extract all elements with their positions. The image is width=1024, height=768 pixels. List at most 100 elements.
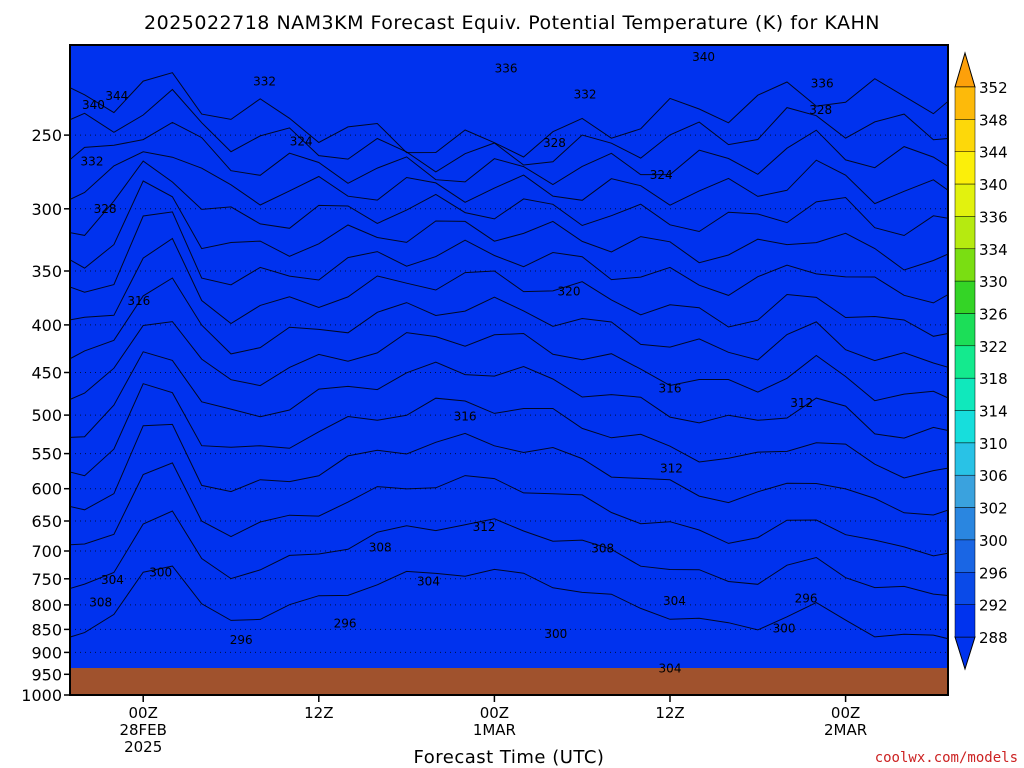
contour-line [70, 321, 948, 402]
contour-label: 336 [811, 77, 834, 91]
contour-label: 296 [795, 591, 818, 605]
x-tick-label: 00Z [129, 704, 158, 722]
colorbar-tick-label: 300 [979, 532, 1008, 550]
contour-line [70, 121, 948, 186]
contour-label: 312 [790, 396, 813, 410]
colorbar-tick-label: 334 [979, 241, 1008, 259]
contour-line [70, 383, 948, 479]
y-tick-label: 1000 [21, 686, 62, 705]
x-axis-label: Forecast Time (UTC) [414, 747, 605, 768]
y-axis: 250 300 350 400 450 500 550 600 650 700 750 800 850 9… [21, 126, 70, 705]
contour-label: 312 [660, 462, 683, 476]
x-tick-label: 2MAR [824, 721, 867, 739]
colorbar-tick-label: 292 [979, 597, 1008, 615]
colorbar-segment [954, 86, 976, 120]
colorbar-segment [954, 474, 976, 508]
contour-line [70, 510, 948, 597]
colorbar-segment [954, 216, 976, 250]
contour-label: 296 [334, 617, 357, 631]
colorbar-tick-label: 318 [979, 370, 1008, 388]
y-tick-label: 250 [31, 126, 62, 145]
contour-label: 316 [127, 294, 150, 308]
y-tick-label: 500 [31, 406, 62, 425]
y-tick-label: 850 [31, 620, 62, 639]
contour-label: 344 [105, 89, 128, 103]
colorbar-extend-bottom [954, 636, 976, 671]
contour-label: 304 [659, 662, 682, 676]
contour-line [70, 351, 948, 439]
colorbar-tick-label: 348 [979, 111, 1008, 129]
contour-label: 332 [574, 87, 597, 101]
contour-label: 320 [558, 284, 581, 298]
colorbar-tick-label: 302 [979, 500, 1008, 518]
contour-label: 296 [230, 633, 253, 647]
contour-label: 316 [659, 381, 682, 395]
x-tick-label: 1MAR [473, 721, 516, 739]
plot-frame [69, 44, 949, 696]
colorbar-segment [954, 313, 976, 347]
y-tick-label: 800 [31, 596, 62, 615]
colorbar-tick-label: 322 [979, 338, 1008, 356]
contour-label: 316 [454, 410, 477, 424]
contour-label: 324 [650, 168, 673, 182]
colorbar-segment [954, 119, 976, 153]
y-tick-label: 400 [31, 316, 62, 335]
colorbar-tick-label: 288 [979, 629, 1008, 647]
y-tick-label: 750 [31, 570, 62, 589]
contour-line [70, 72, 948, 158]
contour-label: 308 [369, 541, 392, 555]
colorbar-segment [954, 572, 976, 605]
x-tick-label: 00Z [480, 704, 509, 722]
x-tick-label: 28FEB [119, 721, 166, 739]
x-tick-label: 12Z [304, 704, 333, 722]
contour-label: 304 [417, 575, 440, 589]
colorbar-tick-label: 340 [979, 176, 1008, 194]
colorbar: 352 348 344 340 336 334 330 326 322 318 314 310 306 3… [954, 51, 1008, 671]
x-tick-label: 2025 [124, 738, 162, 756]
contour-line [70, 462, 948, 557]
colorbar-tick-label: 344 [979, 144, 1008, 162]
y-tick-label: 550 [31, 445, 62, 464]
contour-line [70, 160, 948, 237]
contour-label: 308 [591, 542, 614, 556]
contour-label: 300 [149, 565, 172, 579]
ground-surface [70, 668, 948, 695]
colorbar-tick-label: 326 [979, 306, 1008, 324]
contour-label: 304 [101, 573, 124, 587]
contour-label: 328 [94, 202, 117, 216]
contour-line [70, 277, 948, 368]
contour-label: 332 [253, 75, 276, 89]
colorbar-tick-label: 306 [979, 467, 1008, 485]
contour-label: 308 [89, 595, 112, 609]
colorbar-segment [954, 377, 976, 411]
contour-label: 332 [81, 155, 104, 169]
colorbar-tick-label: 336 [979, 208, 1008, 226]
contour-label: 328 [809, 103, 832, 117]
contour-line [70, 423, 948, 516]
contour-label: 340 [82, 98, 105, 112]
theta-e-field [70, 45, 948, 695]
field-band-288 [70, 45, 948, 695]
colorbar-segment [954, 507, 976, 541]
colorbar-segment [954, 410, 976, 444]
colorbar-tick-label: 330 [979, 273, 1008, 291]
contour-label: 300 [544, 627, 567, 641]
contour-line [70, 88, 948, 173]
x-tick-label: 12Z [655, 704, 684, 722]
colorbar-segment [954, 248, 976, 282]
y-tick-label: 300 [31, 200, 62, 219]
colorbar-tick-label: 296 [979, 564, 1008, 582]
contour-label: 300 [773, 621, 796, 635]
y-tick-label: 450 [31, 364, 62, 383]
colorbar-segment [954, 183, 976, 217]
contour-lines [70, 72, 948, 640]
contour-label: 336 [495, 62, 518, 76]
y-tick-label: 650 [31, 512, 62, 531]
colorbar-segment [954, 345, 976, 379]
y-tick-label: 700 [31, 542, 62, 561]
colorbar-segment [954, 280, 976, 314]
colorbar-segment [954, 604, 976, 638]
